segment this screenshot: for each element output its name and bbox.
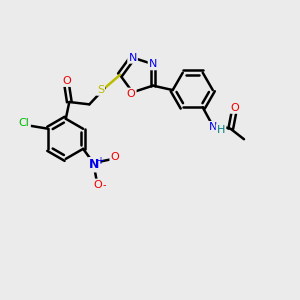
Text: O: O <box>127 89 136 99</box>
Text: O: O <box>111 152 119 162</box>
Text: N: N <box>128 52 137 63</box>
Text: -: - <box>103 180 106 190</box>
Text: H: H <box>217 125 225 135</box>
Text: N: N <box>89 158 99 171</box>
Text: N: N <box>149 59 157 69</box>
Text: Cl: Cl <box>19 118 30 128</box>
Text: N: N <box>209 122 217 132</box>
Text: O: O <box>231 103 239 113</box>
Text: O: O <box>94 180 102 190</box>
Text: S: S <box>97 85 104 94</box>
Text: O: O <box>62 76 71 86</box>
Text: +: + <box>96 156 104 166</box>
